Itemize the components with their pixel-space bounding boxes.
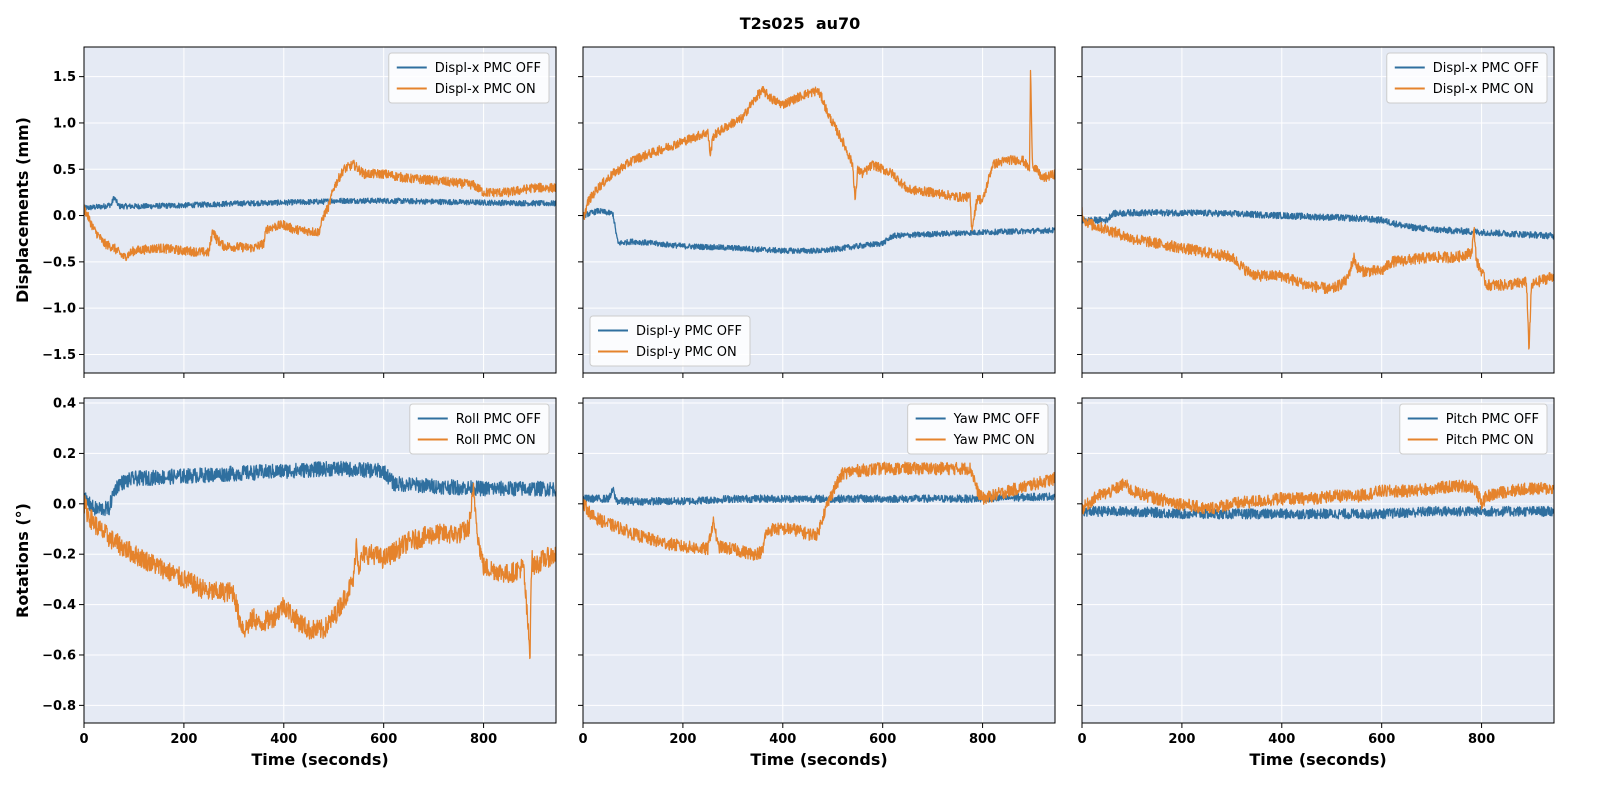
legend-label: Yaw PMC OFF — [953, 412, 1040, 427]
series-line — [84, 460, 556, 517]
legend-label: Pitch PMC ON — [1446, 433, 1534, 448]
subplot-bottom-right: 0 200 400 600 800 Time (seconds) Pitch PMC OFF… — [1077, 397, 1555, 769]
legend: Displ-x PMC OFF Displ-x PMC ON — [388, 52, 550, 104]
x-tick-label: 400 — [1268, 732, 1295, 747]
y-tick-label: −0.6 — [42, 648, 76, 663]
figure-title: T2s025 au70 — [740, 14, 861, 33]
legend-box — [1399, 403, 1548, 455]
y-tick-label: −1.0 — [42, 302, 76, 317]
legend-label: Yaw PMC ON — [953, 433, 1035, 448]
legend-label: Displ-x PMC OFF — [1433, 61, 1539, 76]
y-tick-label: 1.5 — [53, 70, 76, 85]
series-line — [583, 486, 1055, 506]
legend-label: Roll PMC OFF — [456, 412, 541, 427]
legend-label: Roll PMC ON — [456, 433, 536, 448]
plot-frame — [1081, 397, 1555, 724]
y-tick-label: 0.4 — [53, 397, 76, 412]
legend-label: Displ-y PMC OFF — [636, 324, 742, 339]
x-axis-label: Time (seconds) — [750, 750, 887, 769]
series-line — [1082, 505, 1554, 520]
x-axis-label: Time (seconds) — [251, 750, 388, 769]
legend-box — [589, 315, 751, 367]
y-tick-label: 0.0 — [53, 497, 76, 512]
legend: Pitch PMC OFF Pitch PMC ON — [1399, 403, 1548, 455]
plot-frame — [1081, 46, 1555, 374]
x-tick-label: 0 — [1077, 732, 1086, 747]
x-tick-label: 600 — [869, 732, 896, 747]
y-tick-label: −0.8 — [42, 699, 76, 714]
subplot-bottom-left: 0 200 400 600 800 −0.8 −0.6 −0.4 −0.2 0.0 0.2 0.4 Ti… — [13, 397, 557, 769]
series-line — [583, 69, 1055, 232]
x-tick-label: 600 — [370, 732, 397, 747]
legend-label: Displ-x PMC ON — [435, 82, 536, 97]
plot-frame — [83, 397, 557, 724]
y-axis-label: Rotations (°) — [13, 503, 32, 618]
x-axis-label: Time (seconds) — [1249, 750, 1386, 769]
legend: Roll PMC OFF Roll PMC ON — [409, 403, 550, 455]
legend-box — [907, 403, 1049, 455]
legend-label: Displ-x PMC ON — [1433, 82, 1534, 97]
x-tick-label: 200 — [170, 732, 197, 747]
plot-frame — [582, 46, 1056, 374]
legend-box — [409, 403, 550, 455]
y-tick-label: 0.2 — [53, 447, 76, 462]
series-line — [84, 482, 556, 660]
y-tick-label: 1.0 — [53, 116, 76, 131]
x-tick-label: 600 — [1368, 732, 1395, 747]
y-tick-label: −0.2 — [42, 548, 76, 563]
legend-label: Displ-x PMC OFF — [435, 61, 541, 76]
subplot-top-right: Displ-x PMC OFF Displ-x PMC ON — [1077, 46, 1555, 378]
series-line — [1082, 208, 1554, 240]
plot-frame — [83, 46, 557, 374]
y-tick-label: −0.4 — [42, 598, 76, 613]
x-tick-label: 400 — [270, 732, 297, 747]
y-tick-label: −0.5 — [42, 255, 76, 270]
subplot-top-left: −1.5 −1.0 −0.5 0.0 0.5 1.0 1.5 Displacements (m… — [13, 46, 557, 378]
x-tick-label: 200 — [1168, 732, 1195, 747]
plot-frame — [582, 397, 1056, 724]
x-tick-label: 0 — [79, 732, 88, 747]
x-tick-label: 200 — [669, 732, 696, 747]
y-axis-label: Displacements (mm) — [13, 117, 32, 303]
x-tick-label: 400 — [769, 732, 796, 747]
legend: Displ-y PMC OFF Displ-y PMC ON — [589, 315, 751, 367]
series-line — [1082, 207, 1554, 350]
legend: Yaw PMC OFF Yaw PMC ON — [907, 403, 1049, 455]
legend-label: Displ-y PMC ON — [636, 345, 737, 360]
legend-box — [388, 52, 550, 104]
x-tick-label: 800 — [470, 732, 497, 747]
series-line — [84, 159, 556, 262]
y-tick-label: 0.0 — [53, 209, 76, 224]
series-line — [583, 461, 1055, 561]
legend: Displ-x PMC OFF Displ-x PMC ON — [1386, 52, 1548, 104]
series-line — [84, 195, 556, 211]
y-tick-label: 0.5 — [53, 163, 76, 178]
series-line — [583, 207, 1055, 255]
y-tick-label: −1.5 — [42, 348, 76, 363]
x-tick-label: 800 — [969, 732, 996, 747]
x-tick-label: 800 — [1468, 732, 1495, 747]
legend-box — [1386, 52, 1548, 104]
subplot-top-middle: Displ-y PMC OFF Displ-y PMC ON — [578, 46, 1056, 378]
series-line — [1082, 478, 1554, 515]
x-tick-label: 0 — [578, 732, 587, 747]
legend-label: Pitch PMC OFF — [1446, 412, 1539, 427]
